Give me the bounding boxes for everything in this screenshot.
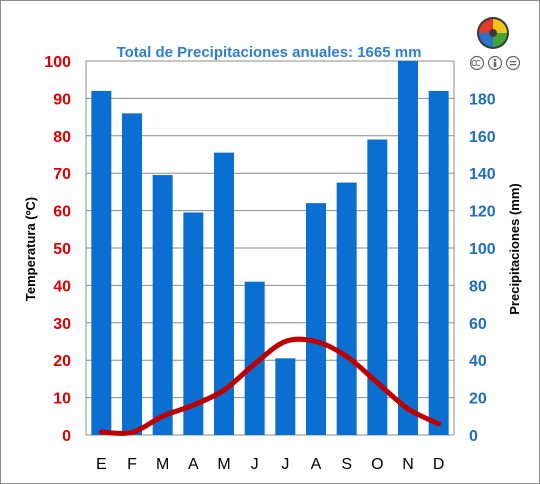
x-tick-label: D [433, 456, 445, 473]
x-tick-label: N [402, 456, 414, 473]
right-tick-label: 100 [469, 241, 496, 258]
right-tick-label: 0 [469, 428, 478, 445]
left-tick-label: 20 [53, 353, 71, 370]
left-tick-label: 50 [53, 241, 71, 258]
x-tick-label: S [341, 456, 352, 473]
nd-license-icon [505, 55, 521, 71]
left-tick-label: 0 [62, 428, 71, 445]
precipitation-bar [214, 152, 234, 435]
right-tick-label: 60 [469, 316, 487, 333]
precipitation-bar [367, 139, 388, 436]
precipitation-bar [428, 90, 449, 436]
left-axis-ticks: 0 10 20 30 40 50 60 70 80 90 100 [44, 54, 71, 445]
temperature-line [98, 336, 442, 436]
left-axis-title: Temperatura (ºC) [23, 197, 38, 301]
precipitation-bar [244, 281, 265, 435]
right-tick-label: 20 [469, 391, 487, 408]
precipitation-bars [91, 61, 449, 436]
precipitation-bar [306, 203, 326, 435]
cc-license-icon [469, 55, 485, 71]
x-tick-label: M [217, 456, 230, 473]
right-axis-title: Precipitaciones (mm) [507, 183, 522, 315]
left-tick-label: 40 [53, 278, 71, 295]
x-tick-label: M [156, 456, 169, 473]
right-axis-ticks: 0 20 40 60 80 100 120 140 160 180 [469, 91, 496, 445]
precipitation-bar [183, 212, 204, 435]
precipitation-bar [398, 61, 418, 435]
left-tick-label: 70 [53, 166, 71, 183]
right-tick-label: 120 [469, 204, 496, 221]
left-tick-label: 80 [53, 129, 71, 146]
left-tick-label: 30 [53, 316, 71, 333]
precipitation-bar [336, 182, 357, 435]
left-tick-label: 60 [53, 204, 71, 221]
x-tick-label: E [96, 456, 107, 473]
left-tick-label: 100 [44, 54, 71, 71]
left-tick-label: 10 [53, 391, 71, 408]
puzzle-logo-icon [477, 17, 509, 49]
left-tick-label: 90 [53, 91, 71, 108]
right-tick-label: 140 [469, 166, 496, 183]
right-tick-label: 180 [469, 91, 496, 108]
x-tick-label: O [371, 456, 383, 473]
right-tick-label: 160 [469, 129, 496, 146]
x-tick-label: J [281, 456, 289, 473]
by-license-icon [487, 55, 503, 71]
gridlines [85, 60, 455, 436]
chart-title: Total de Precipitaciones anuales: 1665 m… [117, 44, 422, 61]
x-tick-label: A [188, 456, 199, 473]
precipitation-bar [91, 90, 112, 436]
x-tick-label: J [251, 456, 259, 473]
x-tick-label: A [311, 456, 322, 473]
precipitation-bar [152, 175, 173, 435]
precipitation-bar [122, 113, 142, 436]
right-tick-label: 80 [469, 278, 487, 295]
precipitation-bar [275, 358, 296, 435]
x-tick-label: F [127, 456, 137, 473]
right-tick-label: 40 [469, 353, 487, 370]
